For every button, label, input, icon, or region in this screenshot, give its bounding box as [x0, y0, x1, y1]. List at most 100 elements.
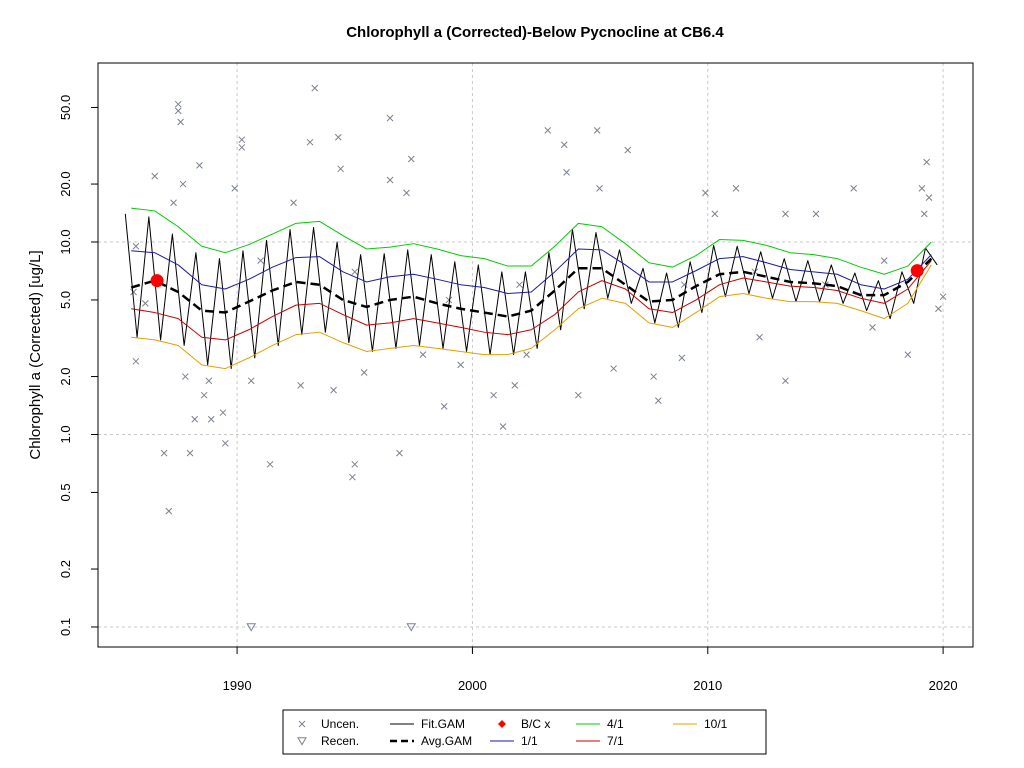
- y-tick-label: 0.1: [58, 618, 73, 636]
- data-point: [925, 194, 933, 201]
- data-point: [160, 449, 168, 457]
- x-tick-label: 2020: [929, 678, 958, 693]
- data-point: [544, 127, 552, 134]
- data-point: [711, 210, 719, 218]
- data-point: [174, 107, 182, 115]
- data-point: [624, 146, 632, 154]
- data-point: [191, 415, 199, 423]
- legend-marker: [297, 737, 307, 746]
- data-point: [330, 386, 337, 394]
- legend-label: Recen.: [321, 734, 359, 748]
- data-point: [266, 460, 274, 468]
- plot-border: [97, 62, 974, 648]
- legend-label: 10/1: [704, 717, 728, 731]
- chart-title: Chlorophyll a (Corrected)-Below Pycnocli…: [346, 24, 724, 41]
- data-point: [593, 127, 601, 134]
- legend-item: Avg.GAM: [390, 734, 472, 748]
- x-tick-label: 1990: [223, 678, 252, 693]
- data-point: [238, 136, 246, 144]
- data-point: [247, 377, 255, 385]
- legend-item: Recen.: [297, 734, 359, 748]
- legend-marker: [298, 720, 306, 728]
- legend-label: 7/1: [607, 734, 624, 748]
- data-point: [923, 158, 930, 166]
- legend-item: Uncen.: [298, 717, 359, 731]
- data-point: [678, 354, 686, 362]
- legend-item: 10/1: [673, 717, 728, 731]
- data-point: [231, 184, 239, 192]
- data-point: [490, 391, 497, 399]
- y-tick-label: 2.0: [58, 368, 73, 386]
- data-point: [403, 189, 410, 197]
- grid: [98, 63, 973, 647]
- data-point: [654, 397, 662, 404]
- data-point: [782, 210, 789, 218]
- legend-item: 7/1: [576, 734, 624, 748]
- data-point: [880, 257, 888, 265]
- y-tick-label: 10.0: [58, 229, 73, 254]
- x-tick-label: 2000: [458, 678, 487, 693]
- data-point: [850, 184, 858, 192]
- data-point: [221, 439, 229, 447]
- data-point: [596, 184, 603, 192]
- legend-label: Uncen.: [321, 717, 359, 731]
- data-point: [407, 155, 415, 163]
- data-point: [257, 257, 264, 265]
- y-tick-label: 5.0: [58, 291, 73, 309]
- data-point: [756, 333, 763, 341]
- data-point: [181, 373, 189, 380]
- series-line: [131, 207, 932, 275]
- data-point: [132, 357, 140, 365]
- data-point: [141, 300, 149, 307]
- legend-item: B/C x: [498, 717, 550, 731]
- series-line: [131, 248, 932, 295]
- data-point: [334, 133, 342, 141]
- data-point: [386, 114, 394, 122]
- data-point: [306, 138, 314, 146]
- legend-marker: [498, 720, 506, 728]
- data-point: [610, 365, 617, 372]
- data-point: [445, 296, 453, 304]
- y-axis-title: Chlorophyll a (Corrected) [ug/L]: [27, 250, 44, 459]
- data-point: [151, 172, 159, 180]
- data-point: [650, 373, 657, 380]
- data-point: [939, 293, 947, 301]
- data-point: [910, 264, 924, 278]
- data-point: [337, 165, 344, 173]
- data-point: [196, 162, 203, 169]
- legend-label: 4/1: [607, 717, 624, 731]
- data-point: [179, 180, 187, 188]
- data-point: [563, 169, 570, 176]
- data-point: [150, 274, 164, 288]
- data-point: [812, 210, 820, 218]
- series-line: [131, 260, 932, 341]
- plot-area: [124, 84, 947, 632]
- legend-label: B/C x: [521, 717, 550, 731]
- legend-label: Avg.GAM: [421, 734, 472, 748]
- data-point: [351, 460, 359, 468]
- y-tick-label: 50.0: [58, 95, 73, 120]
- data-point: [904, 351, 912, 358]
- data-point: [177, 118, 184, 126]
- data-point: [440, 403, 448, 410]
- data-point: [297, 381, 304, 389]
- data-point: [457, 361, 465, 369]
- data-point: [174, 100, 182, 108]
- data-point: [351, 268, 359, 276]
- y-tick-label: 0.5: [58, 483, 73, 501]
- data-point: [290, 199, 297, 207]
- data-point: [511, 381, 519, 389]
- series-line: [131, 264, 932, 370]
- data-point: [419, 351, 427, 358]
- data-point: [869, 324, 876, 331]
- data-point: [205, 377, 213, 385]
- legend-label: 1/1: [521, 734, 538, 748]
- data-point: [349, 473, 356, 481]
- series-line: [130, 257, 933, 318]
- legend-label: Fit.GAM: [421, 717, 465, 731]
- data-point: [732, 184, 740, 192]
- x-tick-label: 2010: [693, 678, 722, 693]
- legend-item: 1/1: [490, 734, 538, 748]
- data-point: [523, 351, 530, 358]
